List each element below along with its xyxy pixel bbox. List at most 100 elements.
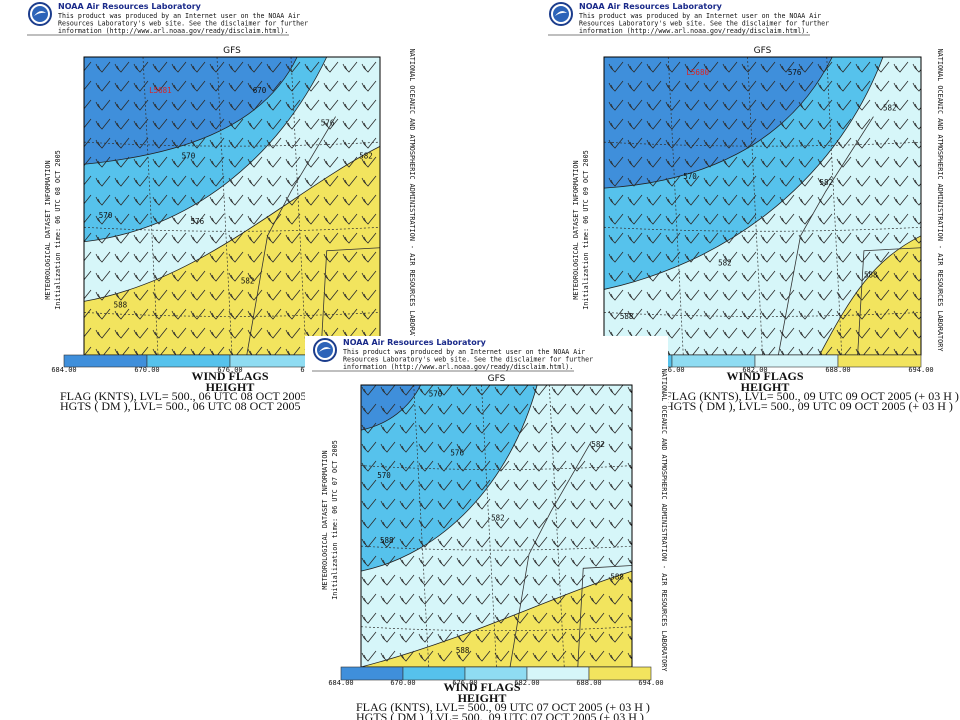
contour-label: 588 [620,312,634,321]
header-disclaimer: Resources Laboratory's web site. See the… [579,20,829,28]
contour-label: 582 [241,276,255,285]
state-border [509,441,633,668]
agency-label: NATIONAL OCEANIC AND ATMOSPHERIC ADMINIS… [936,49,944,352]
state-border [777,116,922,356]
longitude-line [747,56,763,356]
wind-barbs [84,57,380,355]
dataset-label: METEOROLOGICAL DATASET INFORMATION [321,450,329,589]
longitude-line [216,56,233,356]
contour-label: 582 [359,151,373,160]
contour-label: 670 [253,86,267,95]
colorbar-tick: 682.00 [742,366,767,374]
contour-label: 576 [321,119,335,128]
caption-line: HGTS ( DM ), LVL= 500., 09 UTC 07 OCT 20… [356,710,644,720]
longitude-line [413,384,430,668]
header-org: NOAA Air Resources Laboratory [58,2,202,11]
dataset-label: Initialization time: 06 UTC 08 OCT 2005 [54,150,62,310]
dataset-label: METEOROLOGICAL DATASET INFORMATION [44,160,52,299]
caption-title: HEIGHT [458,691,507,705]
contour-label: 582 [883,104,897,113]
noaa-logo [28,2,52,26]
logo-core [317,342,333,358]
contour-label: 582 [820,178,834,187]
caption-line: FLAG (KNTS), LVL= 500., 06 UTC 08 OCT 20… [60,389,306,403]
colorbar-tick: 694.00 [638,679,663,687]
logo-bird [555,11,567,16]
header-disclaimer: information (http://www.arl.noaa.gov/rea… [579,27,809,35]
caption-title: HEIGHT [741,380,790,394]
contour-label: 570 [182,151,196,160]
latitude-line [83,226,381,232]
caption-line: FLAG (KNTS), LVL= 500., 09 UTC 07 OCT 20… [356,700,650,714]
latitude-line [360,545,633,551]
contour-label: 570 [429,389,443,398]
latitude-line [603,226,922,232]
contour-label: 576 [788,68,802,77]
dataset-label: METEOROLOGICAL DATASET INFORMATION [572,160,580,299]
contour-label: 588 [864,271,878,280]
colorbar-tick: 676.00 [452,679,477,687]
contour-label: 588 [380,536,394,545]
wind-barbs [361,385,632,667]
longitude-line [548,384,565,668]
agency-label: NATIONAL OCEANIC AND ATMOSPHERIC ADMINIS… [408,49,416,352]
header-org: NOAA Air Resources Laboratory [579,2,723,11]
latitude-line [360,465,633,470]
colorbar-tick: 676.00 [659,366,684,374]
caption-line: FLAG (KNTS), LVL= 500., 09 UTC 09 OCT 20… [665,389,959,403]
colorbar-segment [837,354,922,368]
header-disclaimer: Resources Laboratory's web site. See the… [343,356,593,364]
logo-core [553,6,569,22]
latitude-line [360,626,633,632]
header-disclaimer: This product was produced by an Internet… [579,12,821,20]
colorbar-tick: 670.00 [390,679,415,687]
colorbar-tick: 688.00 [576,679,601,687]
low-label: L5681 [149,86,172,95]
contour-label: 582 [591,440,605,449]
header-org: NOAA Air Resources Laboratory [343,338,487,347]
logo-bird [34,11,46,16]
noaa-logo [549,2,573,26]
contour-label: 582 [718,259,732,268]
contour-label: 570 [99,211,113,220]
caption-title: WIND FLAGS [443,680,520,694]
contour-label: 582 [491,513,505,522]
dataset-label: Initialization time: 06 UTC 09 OCT 2005 [582,150,590,310]
model-title: GFS [223,46,241,56]
colorbar-tick: 670.00 [134,366,159,374]
logo-core [32,6,48,22]
contour-label: 588 [114,300,128,309]
colorbar-tick: 694.00 [908,366,933,374]
latitude-line [83,312,381,317]
contour-label: 576 [191,217,205,226]
caption-title: HEIGHT [206,380,255,394]
colorbar-tick: 676.00 [217,366,242,374]
longitude-line [481,384,497,668]
longitude-line [290,56,307,356]
state-border [246,116,381,356]
colorbar-tick: 684.00 [51,366,76,374]
header-disclaimer: Resources Laboratory's web site. See the… [58,20,308,28]
header-disclaimer: information (http://www.arl.noaa.gov/rea… [343,363,573,371]
caption-title: WIND FLAGS [191,369,268,383]
low-label: L5680 [686,68,709,77]
header-disclaimer: This product was produced by an Internet… [58,12,300,20]
latitude-line [83,141,381,147]
header-disclaimer: information (http://www.arl.noaa.gov/rea… [58,27,288,35]
colorbar-tick: 688.00 [825,366,850,374]
latitude-line [603,312,922,317]
longitude-line [142,56,159,356]
agency-label: NATIONAL OCEANIC AND ATMOSPHERIC ADMINIS… [660,369,668,672]
model-title: GFS [488,374,506,384]
model-title: GFS [754,46,772,56]
caption-title: WIND FLAGS [726,369,803,383]
dataset-label: Initialization time: 06 UTC 07 OCT 2005 [331,440,339,600]
caption-line: HGTS ( DM ), LVL= 500., 06 UTC 08 OCT 20… [60,399,300,413]
caption-line: HGTS ( DM ), LVL= 500., 09 UTC 09 OCT 20… [665,399,953,413]
contour-label: 570 [377,471,391,480]
wind-barbs [604,57,921,355]
header-disclaimer: This product was produced by an Internet… [343,348,585,356]
